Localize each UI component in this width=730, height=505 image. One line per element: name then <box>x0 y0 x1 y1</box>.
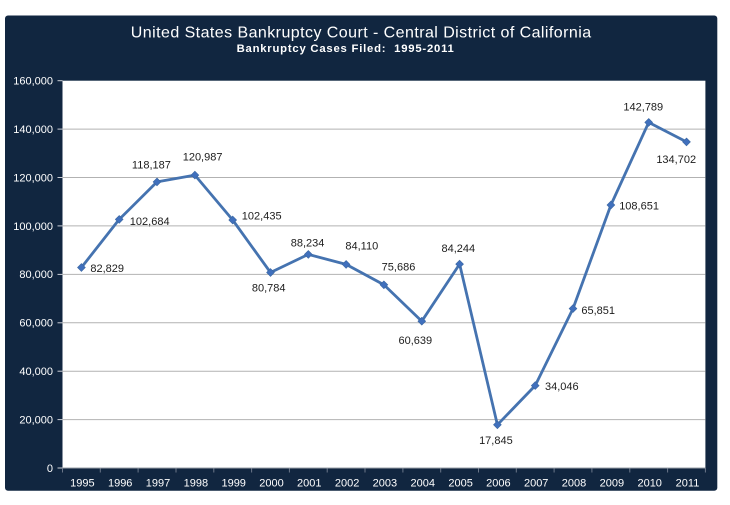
svg-text:102,684: 102,684 <box>130 216 170 228</box>
svg-text:2008: 2008 <box>562 477 586 489</box>
svg-text:60,639: 60,639 <box>398 335 432 347</box>
svg-text:102,435: 102,435 <box>242 210 282 222</box>
svg-text:1995: 1995 <box>70 477 94 489</box>
svg-text:1997: 1997 <box>146 477 170 489</box>
svg-text:2009: 2009 <box>600 477 624 489</box>
svg-text:2010: 2010 <box>637 477 661 489</box>
svg-text:2003: 2003 <box>373 477 397 489</box>
svg-text:75,686: 75,686 <box>382 261 416 273</box>
svg-text:134,702: 134,702 <box>656 154 696 166</box>
svg-text:82,829: 82,829 <box>90 263 124 275</box>
svg-text:120,000: 120,000 <box>13 172 53 184</box>
svg-text:2005: 2005 <box>448 477 472 489</box>
svg-text:Bankruptcy Cases Filed: 1995-: Bankruptcy Cases Filed: 1995-2011 <box>237 43 455 55</box>
svg-text:2000: 2000 <box>259 477 283 489</box>
svg-text:2006: 2006 <box>486 477 510 489</box>
svg-text:84,110: 84,110 <box>345 241 378 253</box>
svg-text:118,187: 118,187 <box>132 160 171 172</box>
svg-text:60,000: 60,000 <box>19 318 53 330</box>
svg-text:140,000: 140,000 <box>13 124 53 136</box>
svg-text:2001: 2001 <box>297 477 321 489</box>
svg-text:1996: 1996 <box>108 477 132 489</box>
svg-text:80,784: 80,784 <box>252 283 286 295</box>
svg-text:108,651: 108,651 <box>619 201 659 213</box>
svg-text:88,234: 88,234 <box>291 238 325 250</box>
svg-text:100,000: 100,000 <box>13 221 53 233</box>
svg-text:2011: 2011 <box>676 477 700 489</box>
svg-text:0: 0 <box>47 463 53 475</box>
svg-text:17,845: 17,845 <box>479 435 513 447</box>
svg-text:84,244: 84,244 <box>441 243 475 255</box>
svg-text:80,000: 80,000 <box>19 269 53 281</box>
svg-text:34,046: 34,046 <box>545 381 579 393</box>
svg-text:United States Bankruptcy Court: United States Bankruptcy Court - Central… <box>131 25 592 42</box>
svg-text:142,789: 142,789 <box>623 102 663 114</box>
svg-text:65,851: 65,851 <box>581 305 615 317</box>
svg-text:120,987: 120,987 <box>183 152 223 164</box>
svg-text:1999: 1999 <box>221 477 245 489</box>
svg-text:160,000: 160,000 <box>13 76 53 88</box>
svg-text:1998: 1998 <box>184 477 208 489</box>
svg-text:20,000: 20,000 <box>19 415 53 427</box>
svg-text:2002: 2002 <box>335 477 359 489</box>
svg-text:2004: 2004 <box>411 477 435 489</box>
svg-text:2007: 2007 <box>524 477 548 489</box>
svg-text:40,000: 40,000 <box>19 366 53 378</box>
